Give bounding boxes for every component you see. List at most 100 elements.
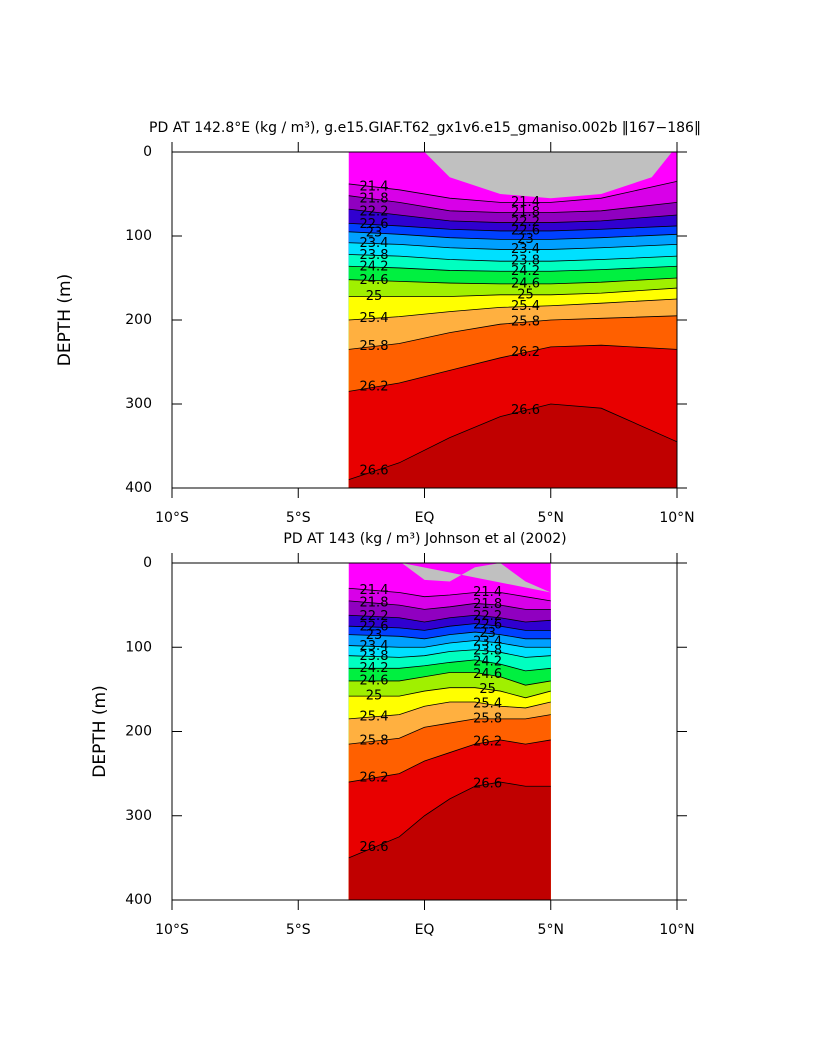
contour-line	[348, 242, 677, 250]
contour-label: 25.8	[473, 711, 502, 726]
contour-line	[348, 781, 551, 859]
contour-line	[348, 600, 551, 610]
contour-line	[348, 195, 677, 213]
contour-line	[348, 265, 677, 272]
y-tick-label: 100	[125, 228, 152, 244]
contour-label: 25.4	[360, 709, 389, 724]
contour-label: 24.6	[360, 273, 389, 288]
contour-line	[348, 649, 551, 658]
contour-label: 23	[366, 226, 383, 241]
y-tick-label: 200	[125, 724, 152, 740]
contour-line	[348, 739, 551, 783]
contour-label: 23	[517, 232, 534, 247]
x-tick-label: 10°S	[155, 922, 189, 938]
contour-label: 21.4	[360, 583, 389, 598]
contour-label: 21.8	[473, 597, 502, 612]
contour-label: 26.2	[473, 735, 502, 750]
x-tick-label: EQ	[415, 510, 435, 526]
contour-line	[348, 623, 551, 631]
contour-label: 21.4	[511, 195, 540, 210]
contour-label: 25.8	[360, 339, 389, 354]
y-tick-label: 100	[125, 639, 152, 655]
x-tick-label: 10°N	[659, 922, 694, 938]
contour-label: 22.6	[360, 620, 389, 635]
contour-line	[348, 687, 551, 699]
contour-line	[348, 208, 677, 223]
y-tick-label: 0	[143, 555, 152, 571]
band-fill	[348, 404, 677, 488]
contour-line	[348, 298, 677, 321]
x-tick-label: EQ	[415, 922, 435, 938]
contour-line	[348, 223, 677, 232]
contour-label: 25.8	[360, 734, 389, 749]
contour-line	[348, 344, 677, 392]
contour-label: 25.4	[511, 299, 540, 314]
contour-label: 22.6	[511, 223, 540, 238]
y-tick-label: 200	[125, 312, 152, 328]
contour-label: 23	[366, 628, 383, 643]
y-tick-label: 400	[125, 480, 152, 496]
contour-line	[348, 631, 551, 640]
y-axis-label: DEPTH (m)	[55, 274, 75, 366]
y-tick-label: 300	[125, 808, 152, 824]
contour-label: 26.2	[360, 770, 389, 785]
contour-label: 23.8	[360, 248, 389, 263]
contour-line	[348, 672, 551, 686]
contour-label: 22.2	[511, 215, 540, 230]
contour-label: 23.4	[360, 639, 389, 654]
contour-line	[348, 640, 551, 648]
contour-label: 24.2	[360, 260, 389, 275]
contour-line	[348, 614, 551, 623]
contour-label: 24.2	[473, 654, 502, 669]
contour-label: 21.8	[360, 596, 389, 611]
y-tick-label: 300	[125, 396, 152, 412]
contour-label: 25	[366, 689, 383, 704]
x-tick-label: 5°N	[538, 922, 564, 938]
x-tick-label: 10°S	[155, 510, 189, 526]
contour-label: 23.8	[360, 649, 389, 664]
contour-line	[348, 231, 677, 240]
contour-label: 23.4	[511, 242, 540, 257]
contour-line	[348, 701, 551, 720]
y-axis-label: DEPTH (m)	[90, 685, 110, 777]
contour-label: 26.2	[511, 345, 540, 360]
contour-line	[348, 315, 677, 350]
chart-title: PD AT 142.8°E (kg / m³), g.e15.GIAF.T62_…	[149, 120, 701, 136]
contour-label: 24.2	[511, 264, 540, 279]
x-tick-label: 5°S	[286, 510, 311, 526]
band-fill	[348, 782, 551, 900]
contour-label: 23.4	[473, 634, 502, 649]
contour-label: 26.6	[473, 777, 502, 792]
contour-label: 22.6	[473, 617, 502, 632]
contour-line	[348, 277, 677, 285]
contour-label: 21.4	[360, 179, 389, 194]
contour-line	[348, 659, 551, 672]
contour-label: 25	[517, 287, 534, 302]
contour-label: 25.4	[360, 311, 389, 326]
missing-area	[401, 563, 551, 593]
contour-label: 23.8	[511, 254, 540, 269]
contour-line	[348, 587, 551, 602]
contour-line	[348, 181, 677, 203]
contour-label: 22.2	[360, 205, 389, 220]
contour-line	[348, 287, 677, 297]
x-tick-label: 10°N	[659, 510, 694, 526]
contour-label: 24.6	[360, 673, 389, 688]
contour-line	[348, 254, 677, 262]
contour-line	[348, 403, 677, 480]
contour-label: 22.6	[360, 217, 389, 232]
contour-label: 23.8	[473, 644, 502, 659]
x-tick-label: 5°S	[286, 922, 311, 938]
contour-label: 26.6	[511, 403, 540, 418]
contour-label: 25.8	[511, 315, 540, 330]
contour-label: 25	[479, 682, 496, 697]
contour-label: 23.4	[360, 236, 389, 251]
contour-label: 24.6	[511, 276, 540, 291]
contour-label: 24.2	[360, 661, 389, 676]
contour-label: 22.2	[473, 609, 502, 624]
contour-label: 21.4	[473, 585, 502, 600]
